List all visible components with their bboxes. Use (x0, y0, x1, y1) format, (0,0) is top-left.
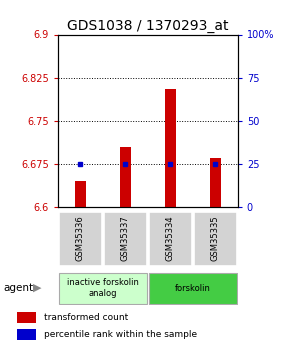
Bar (210, 158, 221, 207)
Bar (17, 313, 36, 323)
Bar (149, 273, 237, 304)
Text: GSM35337: GSM35337 (121, 215, 130, 261)
Text: agent: agent (3, 283, 33, 293)
Bar (165, 89, 176, 207)
Text: GSM35336: GSM35336 (76, 215, 85, 261)
Text: percentile rank within the sample: percentile rank within the sample (44, 330, 197, 339)
Text: transformed count: transformed count (44, 313, 128, 323)
Bar (194, 211, 237, 266)
Bar (59, 211, 102, 266)
Bar (149, 211, 192, 266)
Bar (17, 329, 36, 339)
Text: GSM35334: GSM35334 (166, 215, 175, 260)
Bar (75, 181, 86, 207)
Bar (120, 147, 131, 207)
Bar (59, 273, 147, 304)
Text: ▶: ▶ (33, 283, 42, 293)
Text: inactive forskolin
analog: inactive forskolin analog (67, 278, 139, 298)
Text: GSM35335: GSM35335 (211, 215, 220, 260)
Text: forskolin: forskolin (175, 284, 211, 293)
Bar (104, 211, 147, 266)
Title: GDS1038 / 1370293_at: GDS1038 / 1370293_at (67, 19, 229, 33)
